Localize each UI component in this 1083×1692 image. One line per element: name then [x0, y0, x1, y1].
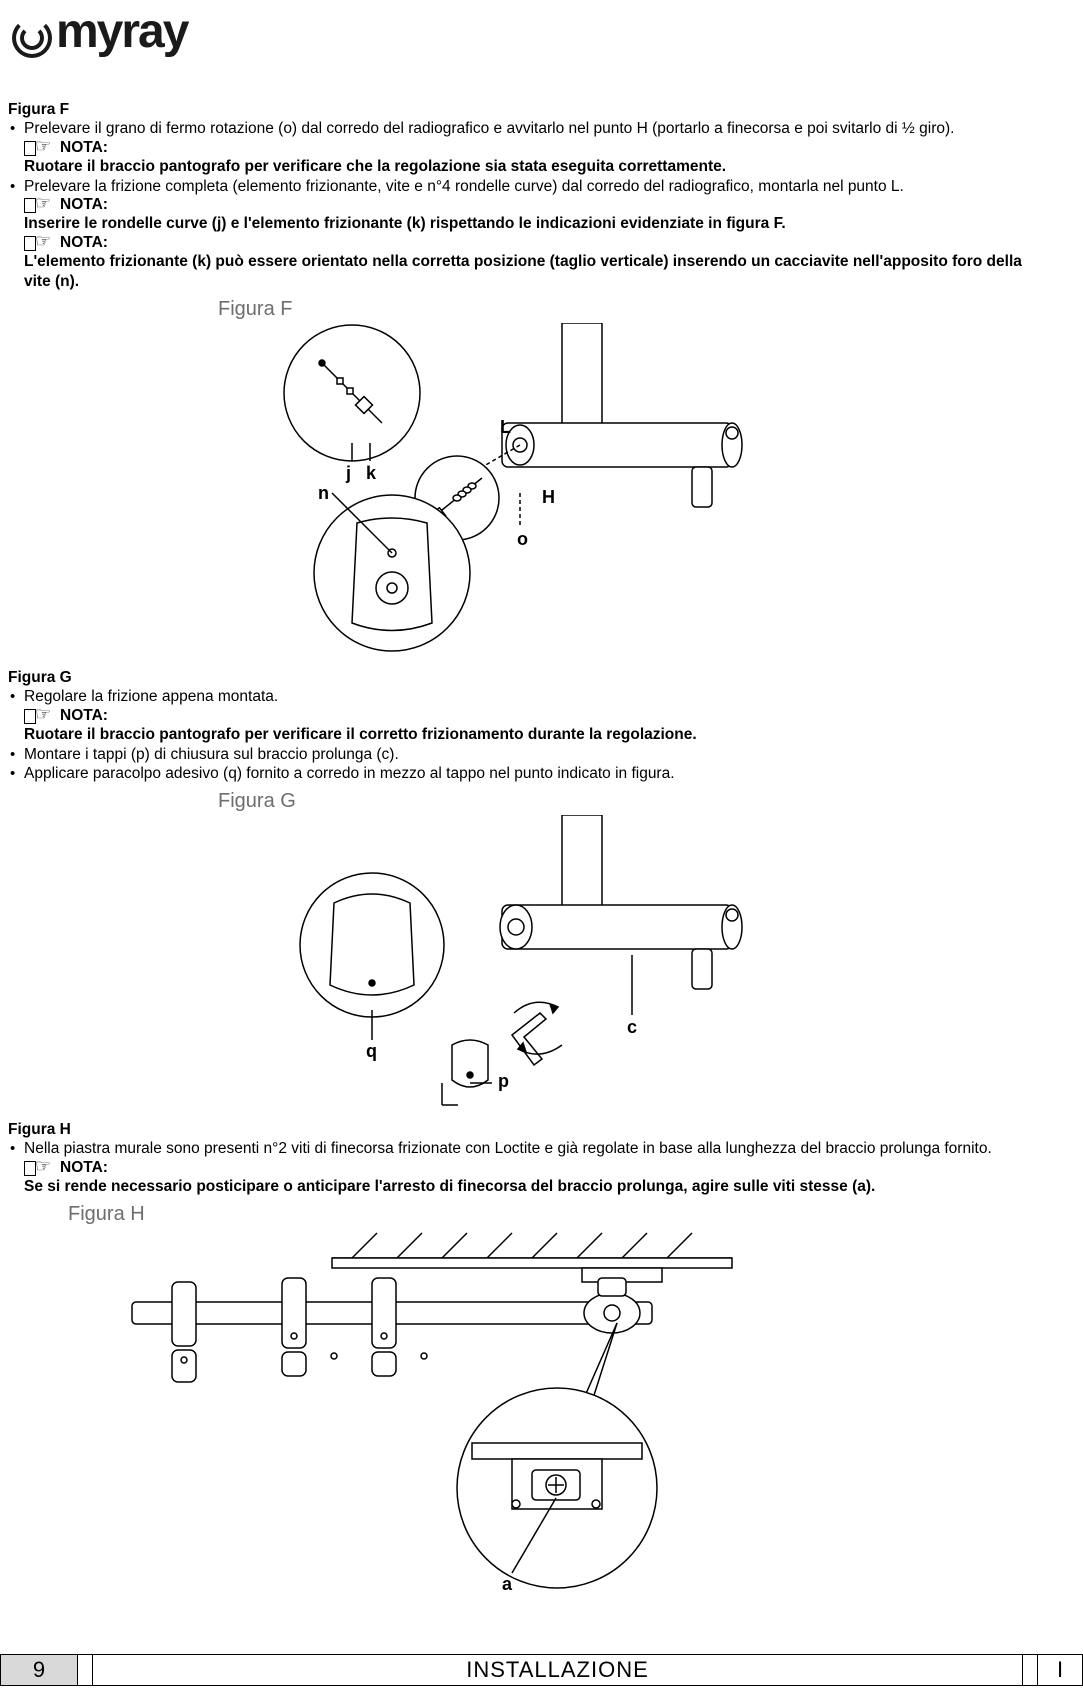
nota-label: NOTA: [60, 234, 108, 252]
page-footer: 9 INSTALLAZIONE I [0, 1654, 1083, 1686]
label-a: a [502, 1574, 513, 1594]
note-icon [24, 198, 54, 212]
g-bullet-3: Applicare paracolpo adesivo (q) fornito … [24, 764, 1075, 784]
figura-f-list2: Prelevare la frizione completa (elemento… [8, 177, 1075, 197]
f-note3b: vite (n). [8, 272, 1075, 292]
logo-text: myray [56, 4, 187, 59]
figura-f-diagram: L H o j k n [8, 323, 1075, 663]
g-bullet-1: Regolare la frizione appena montata. [24, 687, 1075, 707]
nota-label: NOTA: [60, 139, 108, 157]
figura-f-title: Figura F [8, 101, 1075, 119]
label-q: q [366, 1041, 377, 1061]
f-nota-3: NOTA: [8, 234, 1075, 252]
h-note1-text: Se si rende necessario posticipare o ant… [8, 1177, 1075, 1197]
figura-h-caption: Figura H [68, 1203, 1075, 1226]
figura-g-title: Figura G [8, 669, 1075, 687]
label-k: k [366, 463, 377, 483]
f-note3a: L'elemento frizionante (k) può essere or… [8, 252, 1075, 272]
h-nota-1: NOTA: [8, 1159, 1075, 1177]
footer-title: INSTALLAZIONE [92, 1654, 1023, 1686]
label-p: p [498, 1071, 509, 1091]
f-bullet-1: Prelevare il grano di fermo rotazione (o… [24, 119, 1075, 139]
f-nota-2: NOTA: [8, 196, 1075, 214]
h-bullet-1: Nella piastra murale sono presenti n°2 v… [24, 1139, 1075, 1159]
logo-swirl-icon [8, 10, 52, 54]
label-H: H [542, 487, 555, 507]
figura-g-list2: Montare i tappi (p) di chiusura sul brac… [8, 745, 1075, 785]
page-content: Figura F Prelevare il grano di fermo rot… [8, 101, 1075, 1598]
nota-label: NOTA: [60, 196, 108, 214]
figura-g-diagram: q p c [8, 815, 1075, 1115]
figura-g-caption: Figura G [218, 790, 1075, 813]
note-icon [24, 1161, 54, 1175]
note-icon [24, 141, 54, 155]
figura-h-list: Nella piastra murale sono presenti n°2 v… [8, 1139, 1075, 1159]
g-bullet-2: Montare i tappi (p) di chiusura sul brac… [24, 745, 1075, 765]
nota-label: NOTA: [60, 707, 108, 725]
brand-logo: myray [8, 0, 1075, 61]
f-note1-text: Ruotare il braccio pantografo per verifi… [8, 157, 1075, 177]
label-j: j [345, 463, 351, 483]
note-icon [24, 236, 54, 250]
label-c: c [627, 1017, 637, 1037]
g-nota-1: NOTA: [8, 707, 1075, 725]
f-note2-text: Inserire le rondelle curve (j) e l'eleme… [8, 214, 1075, 234]
figura-h-diagram: a [8, 1228, 1075, 1598]
figura-h-title: Figura H [8, 1121, 1075, 1139]
label-o: o [517, 529, 528, 549]
label-n: n [318, 483, 329, 503]
figura-f-caption: Figura F [218, 298, 1075, 321]
label-L: L [500, 417, 511, 437]
note-icon [24, 709, 54, 723]
f-nota-1: NOTA: [8, 139, 1075, 157]
figura-f-list: Prelevare il grano di fermo rotazione (o… [8, 119, 1075, 139]
f-bullet-2: Prelevare la frizione completa (elemento… [24, 177, 1075, 197]
nota-label: NOTA: [60, 1159, 108, 1177]
page-number: 9 [0, 1654, 78, 1686]
footer-lang: I [1037, 1654, 1083, 1686]
figura-g-list: Regolare la frizione appena montata. [8, 687, 1075, 707]
g-note1-text: Ruotare il braccio pantografo per verifi… [8, 725, 1075, 745]
